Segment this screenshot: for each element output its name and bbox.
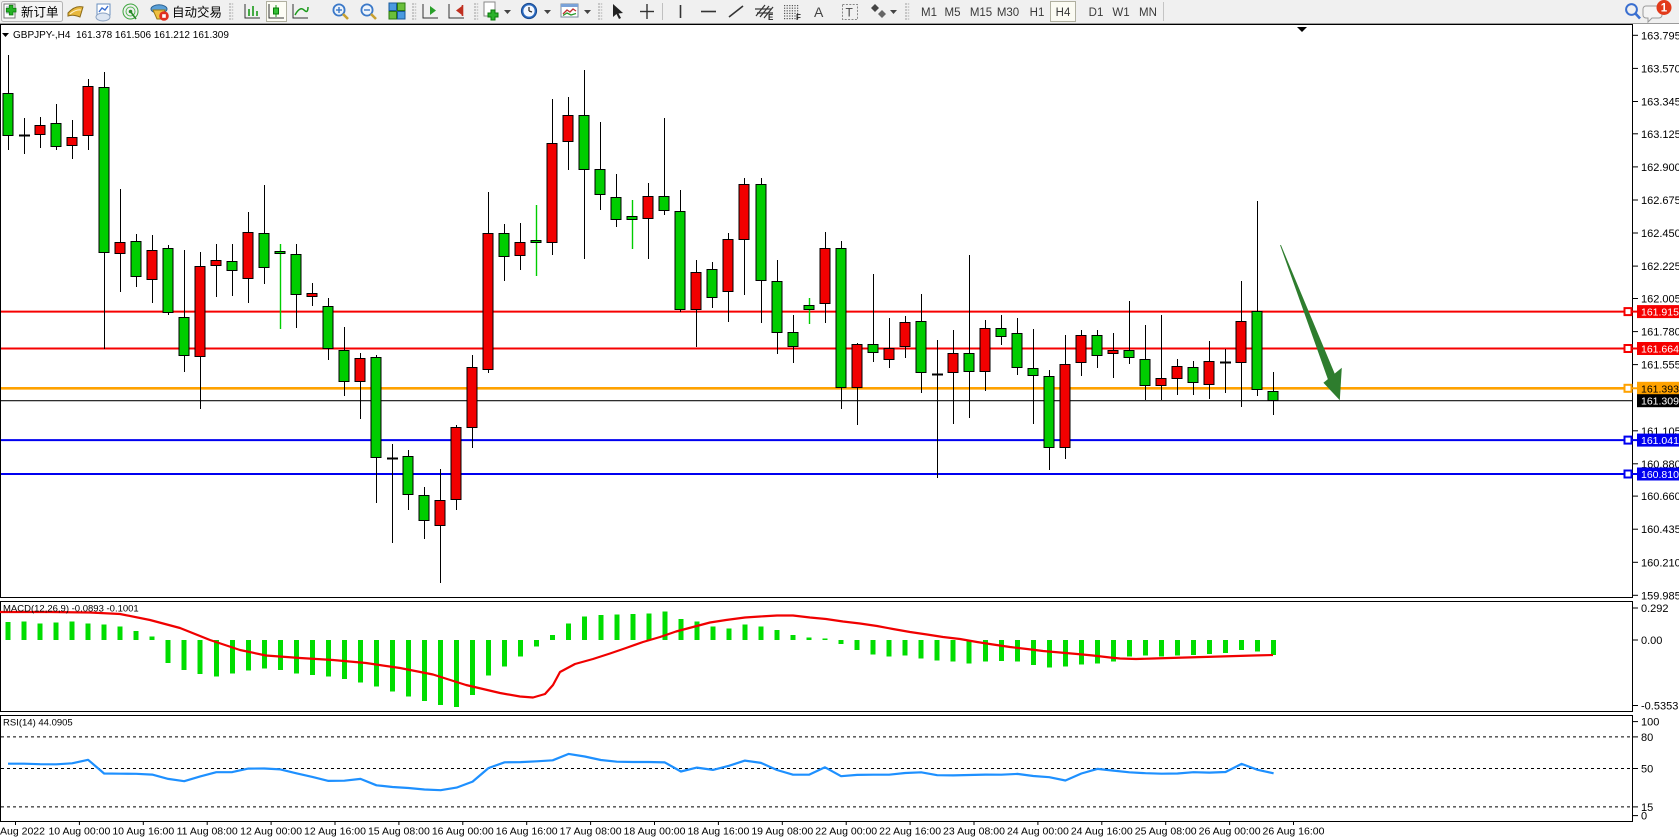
- svg-text:H4: H4: [1056, 7, 1071, 19]
- svg-text:10 Aug 16:00: 10 Aug 16:00: [112, 826, 174, 837]
- svg-text:D1: D1: [1089, 7, 1104, 19]
- svg-text:162.900: 162.900: [1641, 162, 1679, 174]
- svg-text:160.210: 160.210: [1641, 557, 1679, 569]
- svg-text:161.664: 161.664: [1641, 344, 1679, 356]
- svg-text:15 Aug 08:00: 15 Aug 08:00: [368, 826, 430, 837]
- svg-text:162.005: 162.005: [1641, 294, 1679, 306]
- svg-text:25 Aug 08:00: 25 Aug 08:00: [1135, 826, 1197, 837]
- svg-text:162.450: 162.450: [1641, 228, 1679, 240]
- svg-text:M1: M1: [921, 7, 937, 19]
- svg-text:11 Aug 08:00: 11 Aug 08:00: [177, 826, 238, 837]
- svg-text:160.435: 160.435: [1641, 524, 1679, 536]
- svg-text:16 Aug 00:00: 16 Aug 00:00: [432, 826, 494, 837]
- svg-text:50: 50: [1641, 764, 1653, 776]
- svg-text:M15: M15: [970, 7, 992, 19]
- svg-text:22 Aug 00:00: 22 Aug 00:00: [815, 826, 877, 837]
- svg-text:162.225: 162.225: [1641, 261, 1679, 273]
- svg-text:162.675: 162.675: [1641, 195, 1679, 207]
- svg-text:159.985: 159.985: [1641, 590, 1679, 602]
- svg-text:自动交易: 自动交易: [172, 5, 222, 20]
- svg-text:161.555: 161.555: [1641, 360, 1679, 372]
- svg-text:26 Aug 16:00: 26 Aug 16:00: [1263, 826, 1325, 837]
- svg-text:24 Aug 16:00: 24 Aug 16:00: [1071, 826, 1133, 837]
- svg-text:0.292: 0.292: [1641, 603, 1669, 615]
- svg-text:M5: M5: [945, 7, 961, 19]
- svg-text:M30: M30: [997, 7, 1019, 19]
- svg-text:T: T: [846, 6, 854, 20]
- svg-text:161.041: 161.041: [1641, 435, 1679, 447]
- svg-text:09 Aug 2022: 09 Aug 2022: [0, 826, 45, 837]
- svg-text:新订单: 新订单: [21, 5, 59, 20]
- svg-text:1: 1: [1661, 3, 1668, 15]
- svg-text:E: E: [768, 13, 774, 22]
- svg-text:12 Aug 16:00: 12 Aug 16:00: [304, 826, 366, 837]
- svg-text:16 Aug 16:00: 16 Aug 16:00: [496, 826, 558, 837]
- svg-text:12 Aug 00:00: 12 Aug 00:00: [240, 826, 302, 837]
- svg-text:GBPJPY-,H4 161.378 161.506 16: GBPJPY-,H4 161.378 161.506 161.212 161.3…: [13, 30, 229, 41]
- svg-text:15: 15: [1641, 802, 1653, 814]
- svg-text:161.915: 161.915: [1641, 307, 1679, 319]
- svg-text:MACD(12,26,9) -0.0893 -0.1001: MACD(12,26,9) -0.0893 -0.1001: [3, 604, 139, 615]
- svg-text:W1: W1: [1112, 7, 1129, 19]
- svg-text:RSI(14) 44.0905: RSI(14) 44.0905: [3, 718, 73, 729]
- svg-text:24 Aug 00:00: 24 Aug 00:00: [1007, 826, 1069, 837]
- svg-text:MN: MN: [1139, 7, 1157, 19]
- svg-text:17 Aug 08:00: 17 Aug 08:00: [560, 826, 622, 837]
- svg-text:A: A: [814, 4, 824, 20]
- svg-text:23 Aug 08:00: 23 Aug 08:00: [943, 826, 1005, 837]
- svg-text:-0.5353: -0.5353: [1641, 701, 1678, 713]
- svg-text:0.00: 0.00: [1641, 635, 1662, 647]
- svg-text:22 Aug 16:00: 22 Aug 16:00: [879, 826, 941, 837]
- svg-text:10 Aug 00:00: 10 Aug 00:00: [48, 826, 110, 837]
- svg-text:163.125: 163.125: [1641, 129, 1679, 141]
- svg-text:161.780: 161.780: [1641, 327, 1679, 339]
- svg-text:80: 80: [1641, 732, 1653, 744]
- svg-text:100: 100: [1641, 717, 1659, 729]
- svg-text:160.660: 160.660: [1641, 491, 1679, 503]
- svg-text:161.393: 161.393: [1641, 383, 1679, 395]
- svg-text:163.570: 163.570: [1641, 63, 1679, 75]
- svg-text:163.345: 163.345: [1641, 97, 1679, 109]
- svg-text:0: 0: [1641, 811, 1647, 823]
- svg-text:18 Aug 16:00: 18 Aug 16:00: [687, 826, 749, 837]
- svg-text:H1: H1: [1030, 7, 1045, 19]
- svg-text:161.309: 161.309: [1641, 396, 1679, 408]
- svg-text:160.810: 160.810: [1641, 469, 1679, 481]
- svg-text:163.795: 163.795: [1641, 30, 1679, 42]
- svg-text:26 Aug 00:00: 26 Aug 00:00: [1199, 826, 1261, 837]
- svg-text:F: F: [796, 13, 801, 22]
- svg-text:19 Aug 08:00: 19 Aug 08:00: [751, 826, 813, 837]
- svg-text:18 Aug 00:00: 18 Aug 00:00: [624, 826, 686, 837]
